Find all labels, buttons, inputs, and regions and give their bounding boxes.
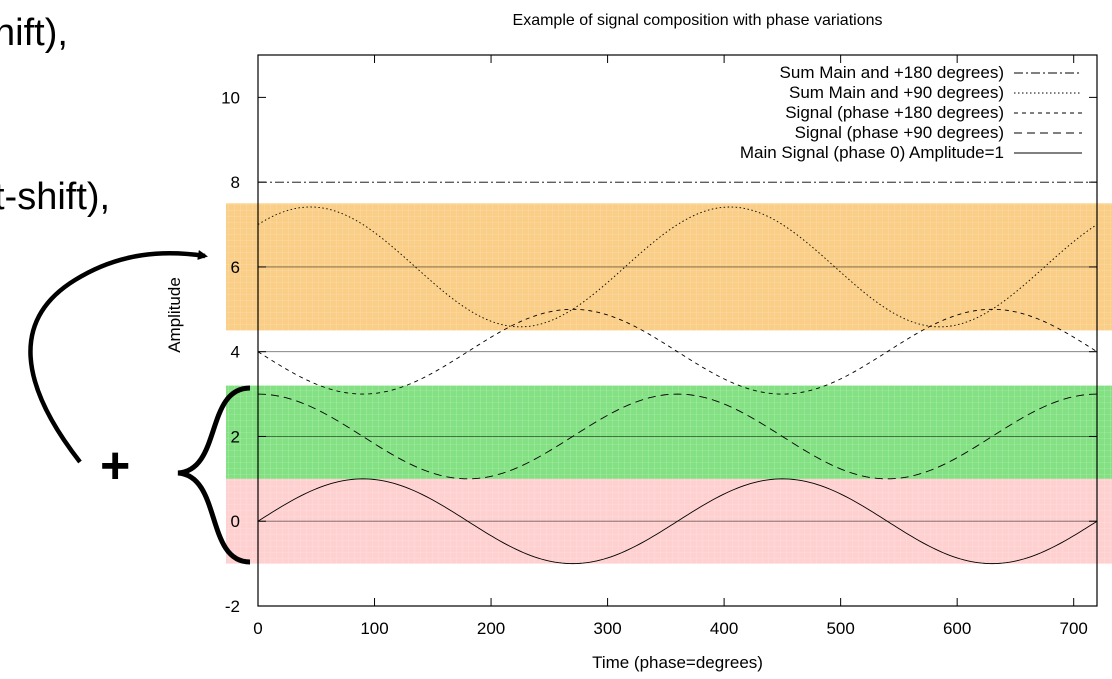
chart-title: Example of signal composition with phase…: [513, 12, 883, 29]
y-tick-label: -2: [225, 597, 240, 616]
legend-label-1: Sum Main and +90 degrees): [789, 83, 1004, 102]
y-tick-label: 10: [221, 88, 240, 107]
plus-sign: +: [100, 437, 131, 495]
series-lines: [257, 181, 1098, 565]
axis-ticks: 0 100 200 300 400 500 600 700 -2 0 2 4 6 8 10: [221, 55, 1097, 638]
series-line-2: [257, 308, 1098, 395]
x-tick-label: 0: [253, 619, 262, 638]
legend-label-4: Main Signal (phase 0) Amplitude=1: [740, 143, 1004, 162]
legend: Sum Main and +180 degrees)Sum Main and +…: [740, 63, 1082, 162]
y-tick-label: 0: [231, 512, 240, 531]
x-tick-label: 100: [360, 619, 388, 638]
x-axis-label: Time (phase=degrees): [592, 653, 763, 672]
series-line-4: [257, 478, 1098, 565]
y-tick-label: 6: [231, 258, 240, 277]
legend-label-3: Signal (phase +90 degrees): [795, 123, 1004, 142]
x-tick-label: 300: [593, 619, 621, 638]
y-tick-label: 8: [231, 173, 240, 192]
series-line-1: [257, 206, 1098, 328]
plot-border: [257, 54, 1098, 607]
slide-text-fragment-1: hift),: [0, 12, 68, 54]
x-tick-label: 700: [1060, 619, 1088, 638]
y-tick-label: 2: [231, 427, 240, 446]
y-axis-label: Amplitude: [165, 277, 184, 353]
curved-arrow: [28, 250, 208, 464]
x-tick-label: 600: [943, 619, 971, 638]
plot-frame: [257, 54, 1098, 607]
series-line-3: [257, 393, 1098, 480]
legend-label-2: Signal (phase +180 degrees): [785, 103, 1004, 122]
x-tick-label: 400: [710, 619, 738, 638]
x-tick-label: 200: [477, 619, 505, 638]
x-tick-label: 500: [826, 619, 854, 638]
y-tick-label: 4: [231, 343, 240, 362]
highlight-bands: [226, 203, 1112, 564]
curly-brace: [177, 385, 251, 565]
highlight-band-grid-1: [226, 385, 1112, 479]
slide-text-fragment-2: t-shift),: [0, 176, 111, 218]
legend-label-0: Sum Main and +180 degrees): [780, 63, 1004, 82]
